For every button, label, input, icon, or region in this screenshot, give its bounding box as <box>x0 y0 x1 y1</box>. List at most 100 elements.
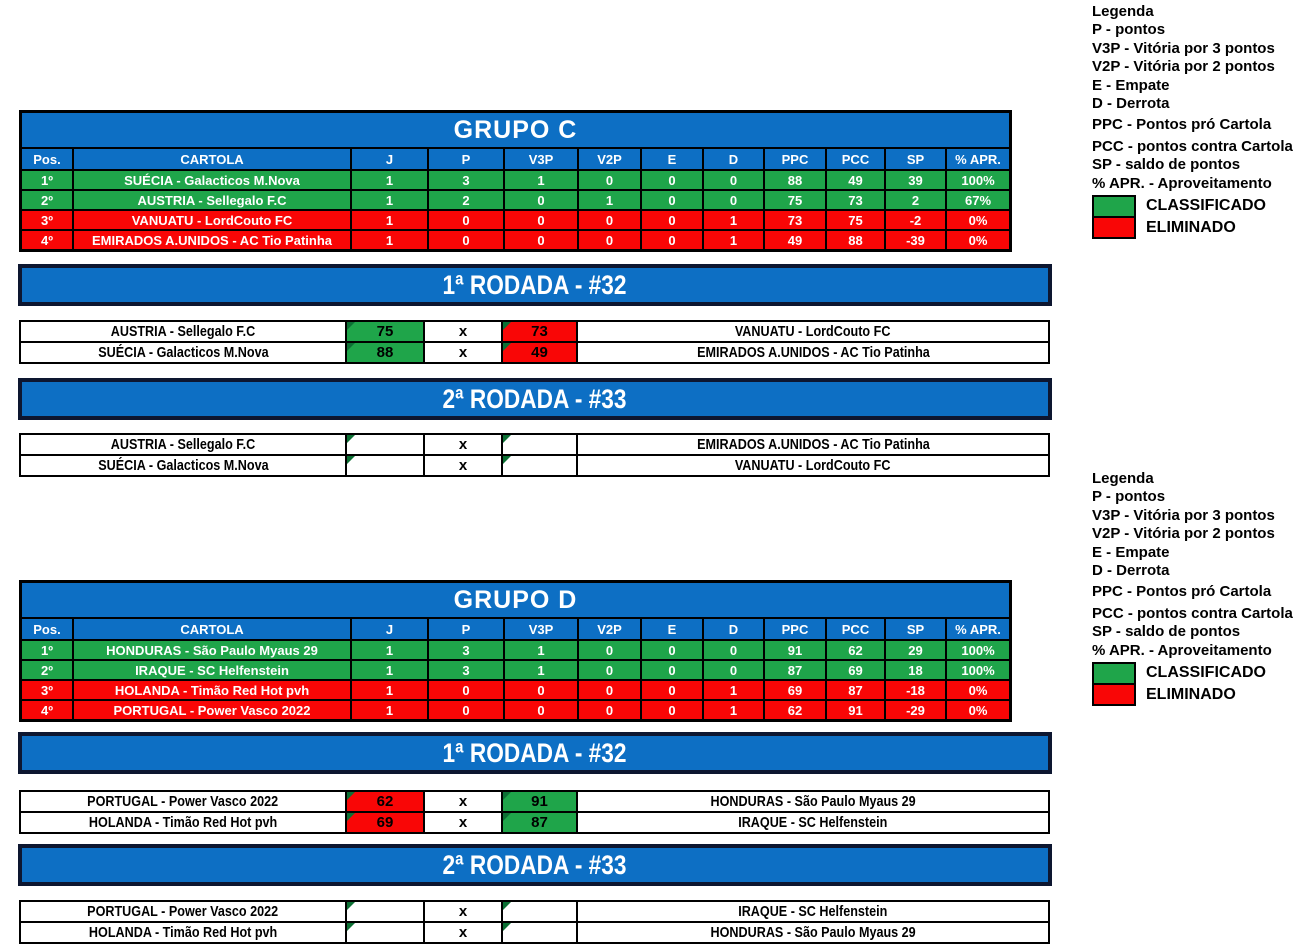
away-team: IRAQUE - SC Helfenstein <box>578 902 1048 921</box>
cell-d: 1 <box>704 681 763 699</box>
cell-pcc: 49 <box>827 171 884 189</box>
cell-sp: 2 <box>886 191 945 209</box>
col-header-pcc: PCC <box>827 619 884 639</box>
legend-block-top: Legenda P - pontos V3P - Vitória por 3 p… <box>1092 3 1310 240</box>
legend-item: D - Derrota <box>1092 562 1170 580</box>
round-title: 1ª RODADA - #32 <box>442 269 627 300</box>
group-c-round2-matches: AUSTRIA - Sellegalo F.C x EMIRADOS A.UNI… <box>19 433 1050 477</box>
legend-item: % APR. - Aproveitamento <box>1092 641 1272 659</box>
home-team: SUÉCIA - Galacticos M.Nova <box>21 456 345 475</box>
col-header-apr: % APR. <box>947 619 1009 639</box>
cell-v3p: 0 <box>505 191 577 209</box>
round-title: 1ª RODADA - #32 <box>442 737 627 768</box>
away-score: 49 <box>503 343 576 362</box>
cell-v3p: 0 <box>505 211 577 229</box>
cell-j: 1 <box>352 641 427 659</box>
home-team: PORTUGAL - Power Vasco 2022 <box>21 792 345 811</box>
round-header: 1ª RODADA - #32 <box>18 732 1052 774</box>
cell-v2p: 0 <box>579 211 640 229</box>
round-header: 1ª RODADA - #32 <box>18 264 1052 306</box>
legend-swatch-box <box>1092 662 1136 707</box>
cell-pcc: 91 <box>827 701 884 719</box>
cell-d: 1 <box>704 701 763 719</box>
cell-pos: 3º <box>22 681 72 699</box>
cell-v2p: 0 <box>579 231 640 249</box>
cell-sp: -2 <box>886 211 945 229</box>
col-header-d: D <box>704 619 763 639</box>
away-team: EMIRADOS A.UNIDOS - AC Tio Patinha <box>578 343 1048 362</box>
cell-v3p: 1 <box>505 641 577 659</box>
cell-p: 3 <box>429 641 503 659</box>
eliminated-swatch <box>1094 218 1134 238</box>
cell-ppc: 73 <box>765 211 825 229</box>
legend-item: D - Derrota <box>1092 95 1170 113</box>
group-d-standings-table: GRUPO D Pos. CARTOLA J P V3P V2P E D PPC… <box>19 580 1012 722</box>
col-header-pcc: PCC <box>827 149 884 169</box>
legend-item: E - Empate <box>1092 76 1170 94</box>
cell-cartola: IRAQUE - SC Helfenstein <box>74 661 350 679</box>
cell-cartola: AUSTRIA - Sellegalo F.C <box>74 191 350 209</box>
home-score: 69 <box>347 813 423 832</box>
cell-pos: 2º <box>22 661 72 679</box>
home-score: 62 <box>347 792 423 811</box>
legend-item: V2P - Vitória por 2 pontos <box>1092 525 1275 543</box>
cell-apr: 0% <box>947 231 1009 249</box>
cell-pos: 3º <box>22 211 72 229</box>
cell-v3p: 0 <box>505 701 577 719</box>
cell-pos: 4º <box>22 701 72 719</box>
cell-pos: 4º <box>22 231 72 249</box>
cell-apr: 67% <box>947 191 1009 209</box>
vs-x: x <box>425 343 501 362</box>
away-team: HONDURAS - São Paulo Myaus 29 <box>578 923 1048 942</box>
cell-sp: -18 <box>886 681 945 699</box>
classified-label: CLASSIFICADO <box>1146 197 1266 215</box>
cell-sp: 29 <box>886 641 945 659</box>
away-score <box>503 456 576 475</box>
home-score <box>347 456 423 475</box>
col-header-sp: SP <box>886 149 945 169</box>
cell-pos: 2º <box>22 191 72 209</box>
home-team: SUÉCIA - Galacticos M.Nova <box>21 343 345 362</box>
col-header-d: D <box>704 149 763 169</box>
cell-pos: 1º <box>22 641 72 659</box>
cell-p: 0 <box>429 701 503 719</box>
col-header-v3p: V3P <box>505 149 577 169</box>
home-score <box>347 923 423 942</box>
cell-j: 1 <box>352 681 427 699</box>
legend-item: PPC - Pontos pró Cartola <box>1092 116 1272 134</box>
col-header-sp: SP <box>886 619 945 639</box>
group-c-round1-matches: AUSTRIA - Sellegalo F.C 75 x 73 VANUATU … <box>19 320 1050 364</box>
legend-item: P - pontos <box>1092 21 1166 39</box>
cell-apr: 0% <box>947 211 1009 229</box>
legend-swatch-box <box>1092 195 1136 240</box>
cell-p: 0 <box>429 681 503 699</box>
col-header-ppc: PPC <box>765 149 825 169</box>
cell-e: 0 <box>642 681 702 699</box>
away-team: EMIRADOS A.UNIDOS - AC Tio Patinha <box>578 435 1048 454</box>
vs-x: x <box>425 923 501 942</box>
cell-d: 1 <box>704 211 763 229</box>
cell-d: 0 <box>704 661 763 679</box>
col-header-j: J <box>352 619 427 639</box>
vs-x: x <box>425 902 501 921</box>
col-header-v2p: V2P <box>579 619 640 639</box>
away-score <box>503 902 576 921</box>
round-header: 2ª RODADA - #33 <box>18 378 1052 420</box>
cell-pcc: 88 <box>827 231 884 249</box>
classified-swatch <box>1094 664 1134 686</box>
cell-v2p: 0 <box>579 701 640 719</box>
col-header-e: E <box>642 619 702 639</box>
cell-sp: -29 <box>886 701 945 719</box>
legend-item: P - pontos <box>1092 488 1166 506</box>
cell-cartola: HOLANDA - Timão Red Hot pvh <box>74 681 350 699</box>
eliminated-label: ELIMINADO <box>1146 219 1236 237</box>
cell-sp: -39 <box>886 231 945 249</box>
home-team: HOLANDA - Timão Red Hot pvh <box>21 923 345 942</box>
vs-x: x <box>425 792 501 811</box>
cell-pcc: 62 <box>827 641 884 659</box>
away-score: 91 <box>503 792 576 811</box>
cell-e: 0 <box>642 171 702 189</box>
away-team: VANUATU - LordCouto FC <box>578 456 1048 475</box>
cell-j: 1 <box>352 701 427 719</box>
